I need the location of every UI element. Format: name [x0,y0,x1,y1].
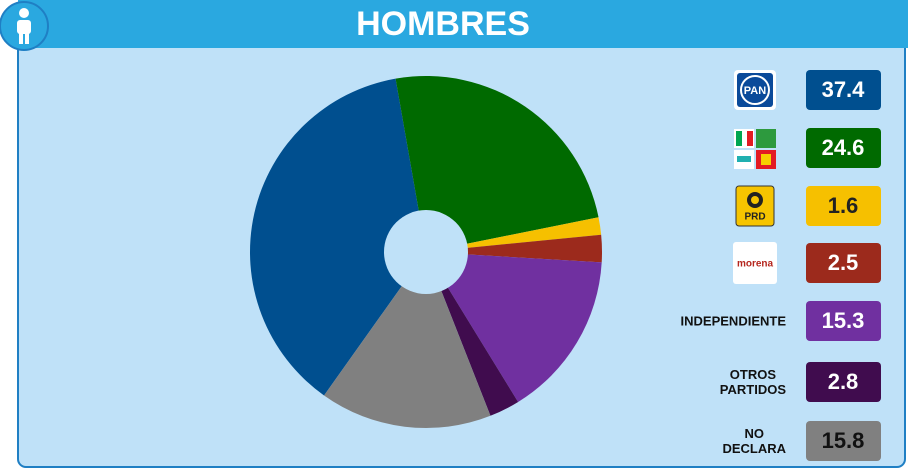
value-box [806,301,881,341]
slice [426,252,602,402]
legend-label: NO DECLARA [722,426,787,456]
slice [426,217,602,252]
value-box [806,128,881,168]
slice [426,234,602,263]
value-label: 2.8 [828,369,859,394]
legend-label: INDEPENDIENTE [680,313,786,329]
person-icon [17,8,31,44]
value-box [806,243,881,283]
value-label: 15.3 [822,308,865,333]
slice [395,76,599,252]
slice [426,252,519,416]
logo-text: PRD [744,212,765,223]
morena-logo: morena [733,242,777,284]
slice [324,252,491,429]
value-label: 15.8 [822,428,865,453]
value-label: 1.6 [828,193,859,218]
value-label: 2.5 [828,250,859,275]
value-box [806,362,881,402]
donut-hole [384,210,468,294]
value-box [806,421,881,461]
slice [250,78,426,396]
pan-logo: PAN [734,70,776,110]
value-label: 37.4 [822,77,866,102]
logo-text: PAN [744,85,766,97]
value-box [806,186,881,226]
header-bar [18,0,908,48]
legend-label: OTROS PARTIDOS [719,367,787,397]
value-label: 24.6 [822,135,865,160]
logo-text: morena [737,259,774,270]
coalition-logo [734,129,776,169]
prd-logo: PRD [735,185,775,227]
chart-title: HOMBRES [356,5,530,43]
value-box [806,70,881,110]
